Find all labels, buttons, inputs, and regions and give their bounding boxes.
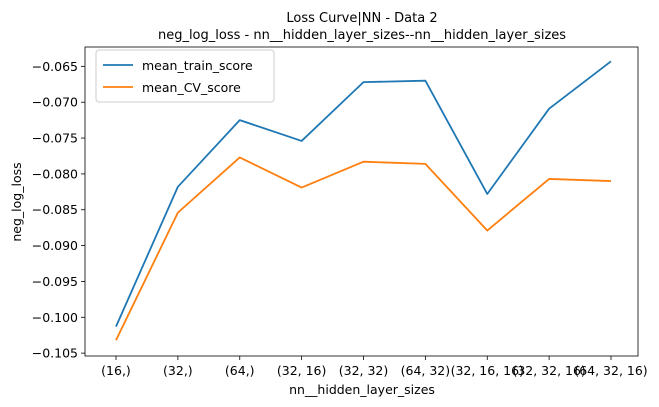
- y-tick-label: −0.080: [32, 166, 78, 181]
- x-tick-label: (64,): [225, 363, 255, 378]
- y-tick-label: −0.105: [32, 346, 78, 361]
- x-tick-label: (32, 32, 16): [512, 363, 585, 378]
- y-tick-label: −0.075: [32, 131, 78, 146]
- legend: mean_train_score mean_CV_score: [95, 49, 275, 103]
- legend-box: [95, 49, 275, 103]
- y-tick-label: −0.100: [32, 310, 78, 325]
- y-tick-label: −0.085: [32, 202, 78, 217]
- x-axis-label: nn__hidden_layer_sizes: [289, 382, 435, 397]
- y-axis-label: neg_log_loss: [9, 162, 24, 241]
- y-tick-label: −0.065: [32, 59, 78, 74]
- x-tick-label: (64, 32): [401, 363, 451, 378]
- chart-title: Loss Curve|NN - Data 2: [286, 11, 437, 26]
- y-tick-label: −0.095: [32, 274, 78, 289]
- x-tick-label: (64, 32, 16): [574, 363, 647, 378]
- plot-frame: [84, 46, 639, 357]
- y-tick-label: −0.090: [32, 238, 78, 253]
- legend-label-cv: mean_CV_score: [142, 80, 241, 95]
- x-tick-label: (32, 16): [277, 363, 327, 378]
- y-axis: −0.105 −0.100 −0.095 −0.090 −0.085 −0.080 −0.0…: [32, 59, 85, 361]
- series-line-cv: [115, 156, 612, 341]
- x-tick-label: (32, 32): [339, 363, 389, 378]
- chart-subtitle: neg_log_loss - nn__hidden_layer_sizes--n…: [158, 28, 566, 43]
- x-tick-label: (32,): [163, 363, 193, 378]
- x-tick-label: (32, 16, 16): [451, 363, 524, 378]
- x-tick-label: (16,): [101, 363, 131, 378]
- y-tick-label: −0.070: [32, 95, 78, 110]
- legend-label-train: mean_train_score: [142, 58, 253, 73]
- series-line-train: [115, 60, 612, 327]
- x-axis: (16,) (32,) (64,) (32, 16) (32, 32) (64, 32)(…: [101, 356, 648, 378]
- plot-area: [115, 60, 612, 341]
